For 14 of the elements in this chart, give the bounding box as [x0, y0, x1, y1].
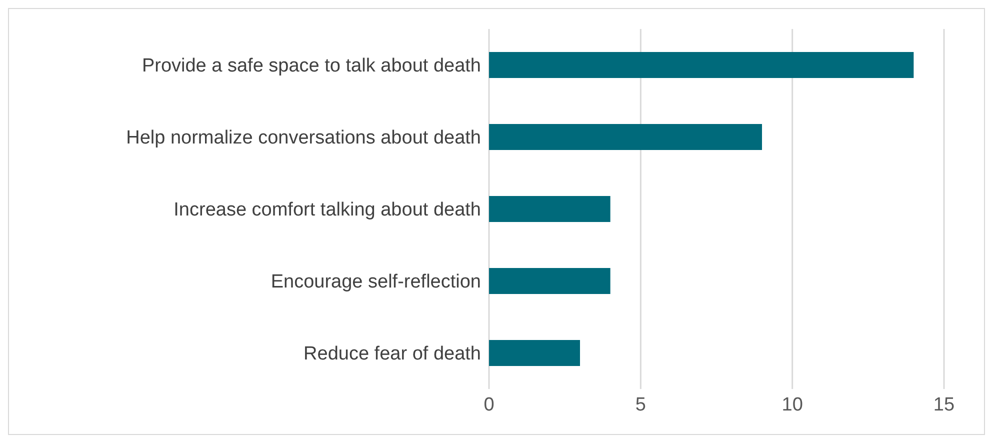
x-tick-label: 10	[782, 394, 803, 416]
y-tick-label: Reduce fear of death	[304, 344, 481, 365]
y-tick-label: Increase comfort talking about death	[174, 200, 481, 221]
y-tick-label: Help normalize conversations about death	[126, 128, 481, 149]
x-tick-label: 15	[933, 394, 955, 416]
bar	[489, 196, 610, 222]
bar	[489, 268, 610, 294]
x-tick-label: 5	[635, 394, 646, 416]
y-tick-label: Encourage self-reflection	[270, 272, 481, 293]
bar	[489, 124, 762, 150]
x-tick-label: 0	[484, 394, 494, 416]
bar	[489, 340, 580, 366]
y-tick-label: Provide a safe space to talk about death	[142, 56, 481, 77]
bar	[489, 52, 914, 78]
